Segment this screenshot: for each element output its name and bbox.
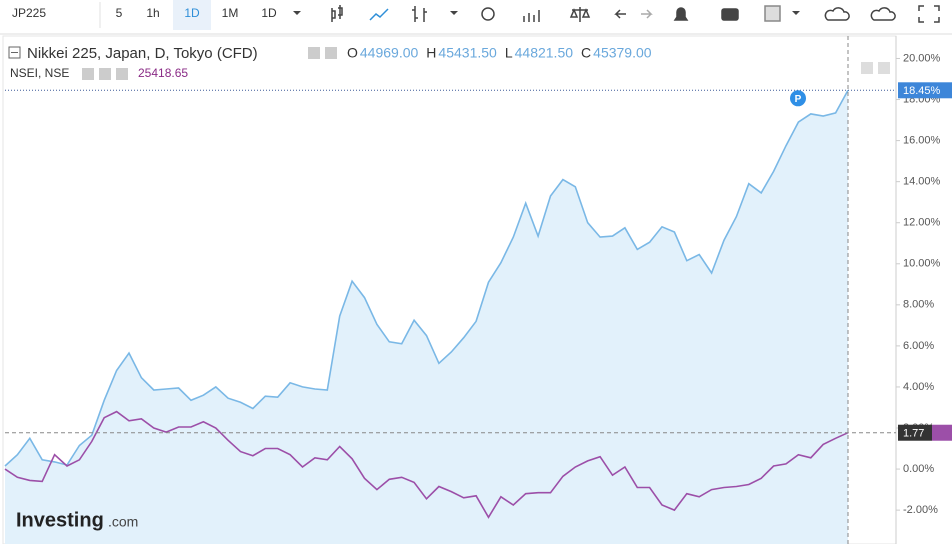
compare-icon[interactable]: [569, 7, 591, 22]
series-line: [4, 410, 849, 519]
logo-suffix: .com: [108, 514, 138, 530]
remove-icon[interactable]: [116, 68, 128, 80]
settings-icon[interactable]: [325, 47, 337, 59]
ohlc-value: 45431.50: [438, 45, 497, 61]
main-symbol: Nikkei 225, Japan, D, Tokyo (CFD): [27, 45, 258, 62]
y-tick-label: 20.00%: [903, 52, 941, 64]
toolbar-icons: [331, 5, 940, 23]
indicator-icon[interactable]: [412, 6, 427, 22]
ohlc-value: 44821.50: [515, 45, 574, 61]
last-value-box: [898, 82, 952, 99]
y-tick-label: 12.00%: [903, 217, 941, 229]
alert-icon[interactable]: [673, 7, 689, 21]
logo-brand: Investing: [16, 509, 104, 531]
last-value-box: [898, 424, 932, 441]
plot: [4, 36, 896, 544]
scale-icon[interactable]: [878, 62, 890, 74]
last-value-box-tail: [932, 424, 952, 441]
toolbar: [0, 0, 952, 34]
line-icon[interactable]: [369, 8, 389, 21]
save-icon[interactable]: [870, 7, 896, 21]
undo-icon[interactable]: [614, 9, 626, 19]
interval-button[interactable]: 1D: [261, 6, 277, 20]
interval-button[interactable]: 5: [116, 6, 123, 20]
last-value-label: 1.77: [903, 428, 924, 440]
ohlc-value: 45379.00: [593, 45, 652, 61]
scroll-icon[interactable]: [861, 62, 873, 74]
y-tick-label: 14.00%: [903, 176, 941, 188]
area: [5, 90, 848, 544]
camera-icon[interactable]: [721, 8, 739, 21]
interval-selected-bg: [173, 0, 211, 30]
dropdown-icon[interactable]: [293, 11, 301, 15]
event-marker-label: P: [795, 94, 802, 105]
y-tick-label: 8.00%: [903, 299, 934, 311]
redo-icon[interactable]: [641, 9, 653, 19]
load-icon[interactable]: [824, 7, 850, 21]
ohlc-key: O: [347, 45, 358, 61]
dropdown-icon[interactable]: [792, 11, 800, 15]
interval-button[interactable]: 1M: [222, 6, 239, 20]
compare-value: 25418.65: [138, 66, 188, 80]
y-tick-label: -2.00%: [903, 504, 938, 516]
eye-icon[interactable]: [308, 47, 320, 59]
interval-button[interactable]: 1D: [184, 6, 200, 20]
collapse-icon[interactable]: [8, 46, 21, 59]
series-line: [4, 89, 849, 467]
interval-button[interactable]: 1h: [146, 6, 159, 20]
color-icon[interactable]: [764, 5, 781, 22]
y-tick-label: 4.00%: [903, 381, 934, 393]
candles-icon[interactable]: [331, 5, 343, 22]
fullscreen-icon[interactable]: [918, 5, 940, 23]
ohlc-key: C: [581, 45, 591, 61]
last-value-label: 18.45%: [903, 85, 941, 97]
y-tick-label: 16.00%: [903, 135, 941, 147]
event-marker: [790, 90, 806, 107]
symbol-input[interactable]: JP225: [12, 6, 46, 20]
y-tick-label: 0.00%: [903, 463, 934, 475]
eye-icon[interactable]: [82, 68, 94, 80]
bars-icon[interactable]: [523, 10, 540, 22]
ohlc-value: 44969.00: [360, 45, 419, 61]
dropdown-icon[interactable]: [450, 11, 458, 15]
ohlc: O 44969.00 H 45431.50 L 44821.50 C 45379.00: [347, 45, 652, 61]
settings-icon[interactable]: [481, 7, 495, 21]
ohlc-key: L: [505, 45, 513, 61]
y-tick-label: 10.00%: [903, 258, 941, 270]
compare-symbol: NSEI, NSE: [10, 66, 69, 80]
settings-icon[interactable]: [99, 68, 111, 80]
ohlc-key: H: [426, 45, 436, 61]
y-tick-label: 6.00%: [903, 340, 934, 352]
